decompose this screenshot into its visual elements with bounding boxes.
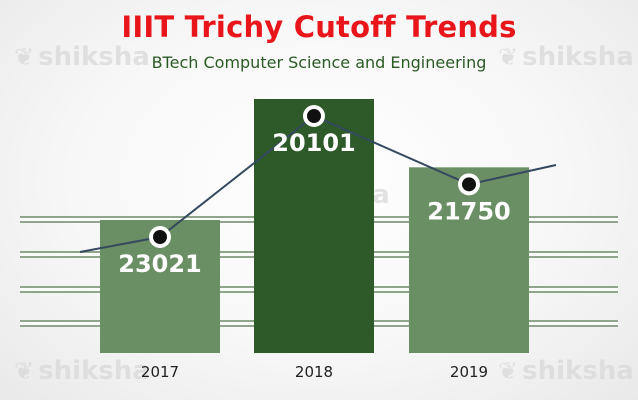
x-tick-label-2018: 2018: [295, 363, 333, 381]
shiksha-logo-icon: ❦: [498, 357, 519, 385]
data-label-2017: 23021: [118, 250, 202, 278]
watermark-text: shiksha: [38, 356, 150, 386]
trend-marker: [462, 177, 476, 192]
bar-2019: [409, 167, 529, 353]
bar-2018: [254, 99, 374, 353]
data-label-2019: 21750: [427, 197, 511, 225]
watermark: ❦shiksha: [14, 356, 150, 386]
watermark-text: shiksha: [38, 42, 150, 72]
chart-subtitle: BTech Computer Science and Engineering: [151, 53, 487, 72]
watermark: ❦shiksha: [498, 356, 634, 386]
x-tick-label-2019: 2019: [450, 363, 488, 381]
shiksha-logo-icon: ❦: [14, 43, 35, 71]
data-label-2018: 20101: [272, 129, 356, 157]
chart-title: IIIT Trichy Cutoff Trends: [121, 10, 517, 44]
trend-marker: [307, 109, 321, 123]
x-tick-label-2017: 2017: [141, 363, 179, 381]
shiksha-logo-icon: ❦: [498, 43, 519, 71]
watermark: ❦shiksha: [14, 42, 150, 72]
watermark-text: shiksha: [522, 356, 634, 386]
trend-marker: [153, 230, 167, 244]
watermark: ❦shiksha: [498, 42, 634, 72]
watermark-text: shiksha: [522, 42, 634, 72]
shiksha-logo-icon: ❦: [14, 357, 35, 385]
